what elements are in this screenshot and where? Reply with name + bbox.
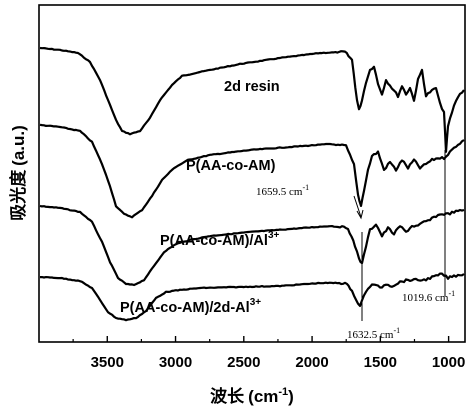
y-axis-title: 吸光度(a.u.) [8,125,28,221]
series-line-paa-co-am-2d-al [40,272,465,322]
series-label-2d-resin: 2d resin [224,79,280,95]
x-tick-label: 2000 [295,354,328,371]
x-tick-label: 3500 [91,354,124,371]
x-tick-label: 1500 [364,354,397,371]
x-tick-label: 2500 [227,354,260,371]
annotation-arrowhead-1659 [356,209,364,220]
plot-frame [38,4,466,343]
series-label-paa-co-am-al: P(AA-co-AM)/Al3+ [160,230,279,249]
x-axis-title: 波长 (cm-1) [210,386,294,406]
annotation-1632: 1632.5 cm-1 [347,326,400,341]
annotation-arrow-1659 [353,195,362,218]
annotation-1019: 1019.6 cm-1 [402,289,455,304]
series-line-paa-co-am [39,123,465,219]
series-line-2d-resin [39,46,465,153]
x-tick-label: 1000 [432,354,465,371]
spectra-group [39,46,465,322]
annotation-1659: 1659.5 cm-1 [256,183,309,198]
series-label-paa-co-am-2d-al: P(AA-co-AM)/2d-Al3+ [120,297,261,316]
x-tick-label: 3000 [159,354,192,371]
series-label-paa-co-am: P(AA-co-AM) [186,158,276,174]
x-axis: 3500 3000 2500 2000 1500 1000 [72,336,465,371]
series-line-paa-co-am-al [39,204,465,287]
